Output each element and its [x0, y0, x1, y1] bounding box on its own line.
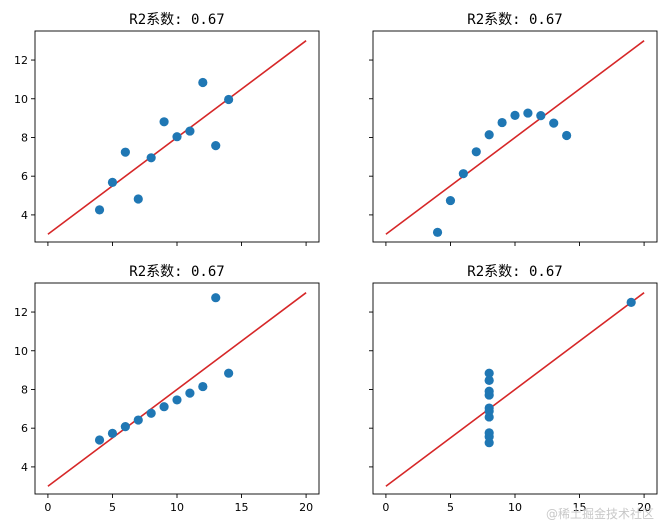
data-point	[224, 94, 234, 105]
data-point	[445, 195, 456, 206]
data-point	[471, 147, 481, 157]
x-tick-label: 10	[170, 501, 184, 514]
y-tick-label: 12	[14, 54, 28, 67]
subplot-4: R2系数: 0.67 0 5 10 15 20	[369, 264, 658, 514]
data-point	[185, 126, 195, 136]
subplot-title: R2系数: 0.67	[129, 12, 224, 28]
subplot-title: R2系数: 0.67	[467, 12, 562, 28]
data-point	[484, 406, 494, 416]
x-tick-label: 20	[299, 501, 313, 514]
fit-line	[47, 292, 307, 487]
x-tick-label: 10	[508, 501, 522, 514]
y-tick-label: 10	[14, 345, 28, 358]
subplot-title: R2系数: 0.67	[467, 264, 562, 280]
data-point	[549, 118, 559, 128]
data-point	[107, 428, 118, 439]
data-point	[146, 408, 156, 418]
data-point	[484, 130, 494, 140]
data-point	[185, 388, 195, 398]
subplot-3: R2系数: 0.67 0 5 10 15 20 4 6 8 10 12	[14, 264, 320, 514]
data-point	[484, 386, 494, 396]
data-point	[484, 432, 494, 442]
y-tick-label: 12	[14, 306, 28, 319]
data-point	[172, 132, 182, 142]
data-point	[159, 117, 169, 127]
x-tick-label: 0	[382, 501, 389, 514]
y-tick-label: 10	[14, 93, 28, 106]
x-tick-label: 5	[447, 501, 454, 514]
data-point	[432, 227, 443, 237]
y-tick-label: 8	[21, 383, 28, 396]
x-tick-label: 0	[44, 501, 51, 514]
y-tick-label: 6	[21, 170, 28, 183]
data-point	[626, 297, 636, 307]
data-point	[133, 194, 143, 204]
data-point	[120, 422, 130, 432]
data-point	[536, 110, 546, 121]
subplot-1: R2系数: 0.67 4 6 8 10 12	[14, 12, 320, 246]
data-point	[224, 368, 234, 378]
data-point	[510, 110, 520, 120]
fit-line	[385, 40, 645, 235]
y-tick-label: 4	[21, 209, 28, 222]
y-tick-label: 8	[21, 131, 28, 144]
data-point	[94, 435, 105, 445]
data-point	[523, 108, 533, 118]
fit-line	[385, 292, 645, 487]
data-point	[120, 147, 130, 157]
x-tick-label: 15	[573, 501, 587, 514]
data-point	[146, 153, 156, 163]
subplot-2: R2系数: 0.67	[369, 12, 658, 246]
data-point	[159, 402, 169, 412]
data-point	[94, 205, 105, 215]
subplot-title: R2系数: 0.67	[129, 264, 224, 280]
x-tick-label: 20	[637, 501, 651, 514]
data-point	[133, 415, 143, 425]
data-point	[562, 130, 572, 141]
x-tick-label: 15	[235, 501, 249, 514]
data-point	[458, 169, 468, 179]
x-tick-label: 5	[109, 501, 116, 514]
data-point	[497, 117, 507, 128]
y-tick-label: 4	[21, 461, 28, 474]
data-point	[198, 381, 208, 392]
data-point	[198, 77, 208, 88]
data-point	[211, 140, 221, 151]
watermark-text: @稀土掘金技术社区	[546, 506, 654, 521]
data-point	[107, 177, 118, 187]
data-point	[211, 293, 221, 303]
data-point	[172, 395, 182, 405]
data-point	[484, 368, 494, 378]
data-point	[484, 375, 494, 385]
y-tick-label: 6	[21, 422, 28, 435]
